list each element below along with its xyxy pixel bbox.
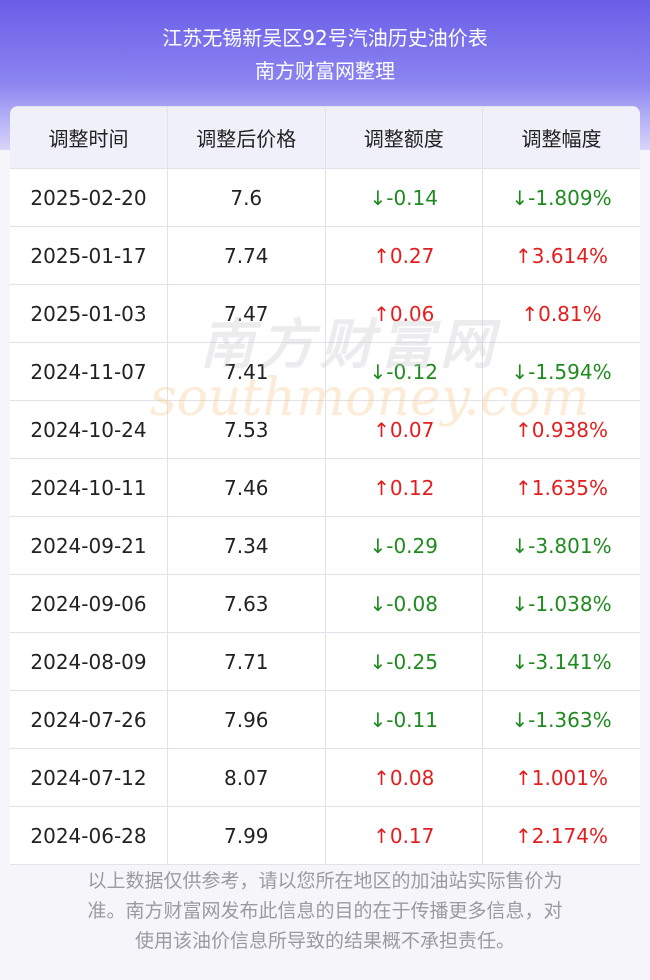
table-row: 2024-10-11 7.46 ↑0.12 ↑1.635%	[10, 458, 640, 517]
table-cell: ↓-0.12	[324, 342, 483, 401]
table-cell: ↑0.27	[324, 226, 483, 285]
table-body: 2025-02-20 7.6 ↓-0.14 ↓-1.809% 2025-01-17 7.7…	[10, 168, 640, 865]
table-cell: ↓-3.141%	[482, 632, 640, 691]
table-cell: 2025-02-20	[10, 168, 168, 227]
table-cell: ↑0.07	[324, 400, 483, 459]
table-cell: ↑1.635%	[482, 458, 640, 517]
price-table: 调整时间 调整后价格 调整额度 调整幅度 2025-02-20 7.6 ↓-0.14 ↓-1…	[10, 106, 640, 865]
table-cell: 2024-07-12	[10, 748, 168, 807]
footer-note: 以上数据仅供参考，请以您所在地区的加油站实际售价为准。南方财富网发布此信息的目的…	[87, 870, 563, 952]
column-header: 调整幅度	[482, 106, 640, 169]
table-cell: ↓-1.809%	[482, 168, 640, 227]
table-row: 2024-11-07 7.41 ↓-0.12 ↓-1.594%	[10, 342, 640, 401]
table-cell: 2024-07-26	[10, 690, 168, 749]
table-row: 2024-10-24 7.53 ↑0.07 ↑0.938%	[10, 400, 640, 459]
page-title: 江苏无锡新吴区92号汽油历史油价表	[162, 26, 488, 50]
table-cell: 2024-10-11	[10, 458, 168, 517]
table-cell: 7.96	[167, 690, 326, 749]
table-cell: ↓-3.801%	[482, 516, 640, 575]
table-cell: 7.71	[167, 632, 326, 691]
table-cell: ↓-1.038%	[482, 574, 640, 633]
table-cell: ↓-0.29	[324, 516, 483, 575]
table-cell: ↑2.174%	[482, 806, 640, 865]
table-cell: 7.41	[167, 342, 326, 401]
table-row: 2025-01-03 7.47 ↑0.06 ↑0.81%	[10, 284, 640, 343]
table-row: 2024-08-09 7.71 ↓-0.25 ↓-3.141%	[10, 632, 640, 691]
table-row: 2024-09-06 7.63 ↓-0.08 ↓-1.038%	[10, 574, 640, 633]
table-cell: ↑0.938%	[482, 400, 640, 459]
table-cell: 7.99	[167, 806, 326, 865]
table-cell: 2024-09-21	[10, 516, 168, 575]
table-cell: 2024-10-24	[10, 400, 168, 459]
table-cell: 7.46	[167, 458, 326, 517]
table-cell: 2025-01-03	[10, 284, 168, 343]
table-cell: ↑0.06	[324, 284, 483, 343]
table-cell: ↓-0.25	[324, 632, 483, 691]
table-card: 调整时间 调整后价格 调整额度 调整幅度 2025-02-20 7.6 ↓-0.14 ↓-1…	[10, 106, 640, 865]
table-cell: 2024-06-28	[10, 806, 168, 865]
table-cell: ↑0.81%	[482, 284, 640, 343]
table-cell: 7.6	[167, 168, 326, 227]
table-cell: ↓-1.594%	[482, 342, 640, 401]
table-cell: ↓-1.363%	[482, 690, 640, 749]
table-row: 2024-07-12 8.07 ↑0.08 ↑1.001%	[10, 748, 640, 807]
table-cell: ↓-0.14	[324, 168, 483, 227]
table-cell: ↑0.12	[324, 458, 483, 517]
column-header: 调整额度	[324, 106, 483, 169]
table-row: 2025-01-17 7.74 ↑0.27 ↑3.614%	[10, 226, 640, 285]
table-cell: 2024-08-09	[10, 632, 168, 691]
table-cell: 2024-11-07	[10, 342, 168, 401]
page-subtitle: 南方财富网整理	[255, 59, 395, 83]
table-cell: ↓-0.11	[324, 690, 483, 749]
table-cell: 7.53	[167, 400, 326, 459]
table-row: 2025-02-20 7.6 ↓-0.14 ↓-1.809%	[10, 168, 640, 227]
header-row: 调整时间 调整后价格 调整额度 调整幅度	[10, 106, 640, 169]
table-cell: 2025-01-17	[10, 226, 168, 285]
table-cell: 2024-09-06	[10, 574, 168, 633]
table-cell: ↑1.001%	[482, 748, 640, 807]
table-cell: ↑0.17	[324, 806, 483, 865]
table-row: 2024-06-28 7.99 ↑0.17 ↑2.174%	[10, 806, 640, 865]
column-header: 调整后价格	[167, 106, 326, 169]
table-cell: ↓-0.08	[324, 574, 483, 633]
table-cell: 7.63	[167, 574, 326, 633]
table-cell: 7.34	[167, 516, 326, 575]
table-cell: 7.74	[167, 226, 326, 285]
table-cell: 8.07	[167, 748, 326, 807]
table-cell: ↑0.08	[324, 748, 483, 807]
table-cell: ↑3.614%	[482, 226, 640, 285]
column-header: 调整时间	[10, 106, 168, 169]
table-cell: 7.47	[167, 284, 326, 343]
table-row: 2024-09-21 7.34 ↓-0.29 ↓-3.801%	[10, 516, 640, 575]
table-row: 2024-07-26 7.96 ↓-0.11 ↓-1.363%	[10, 690, 640, 749]
